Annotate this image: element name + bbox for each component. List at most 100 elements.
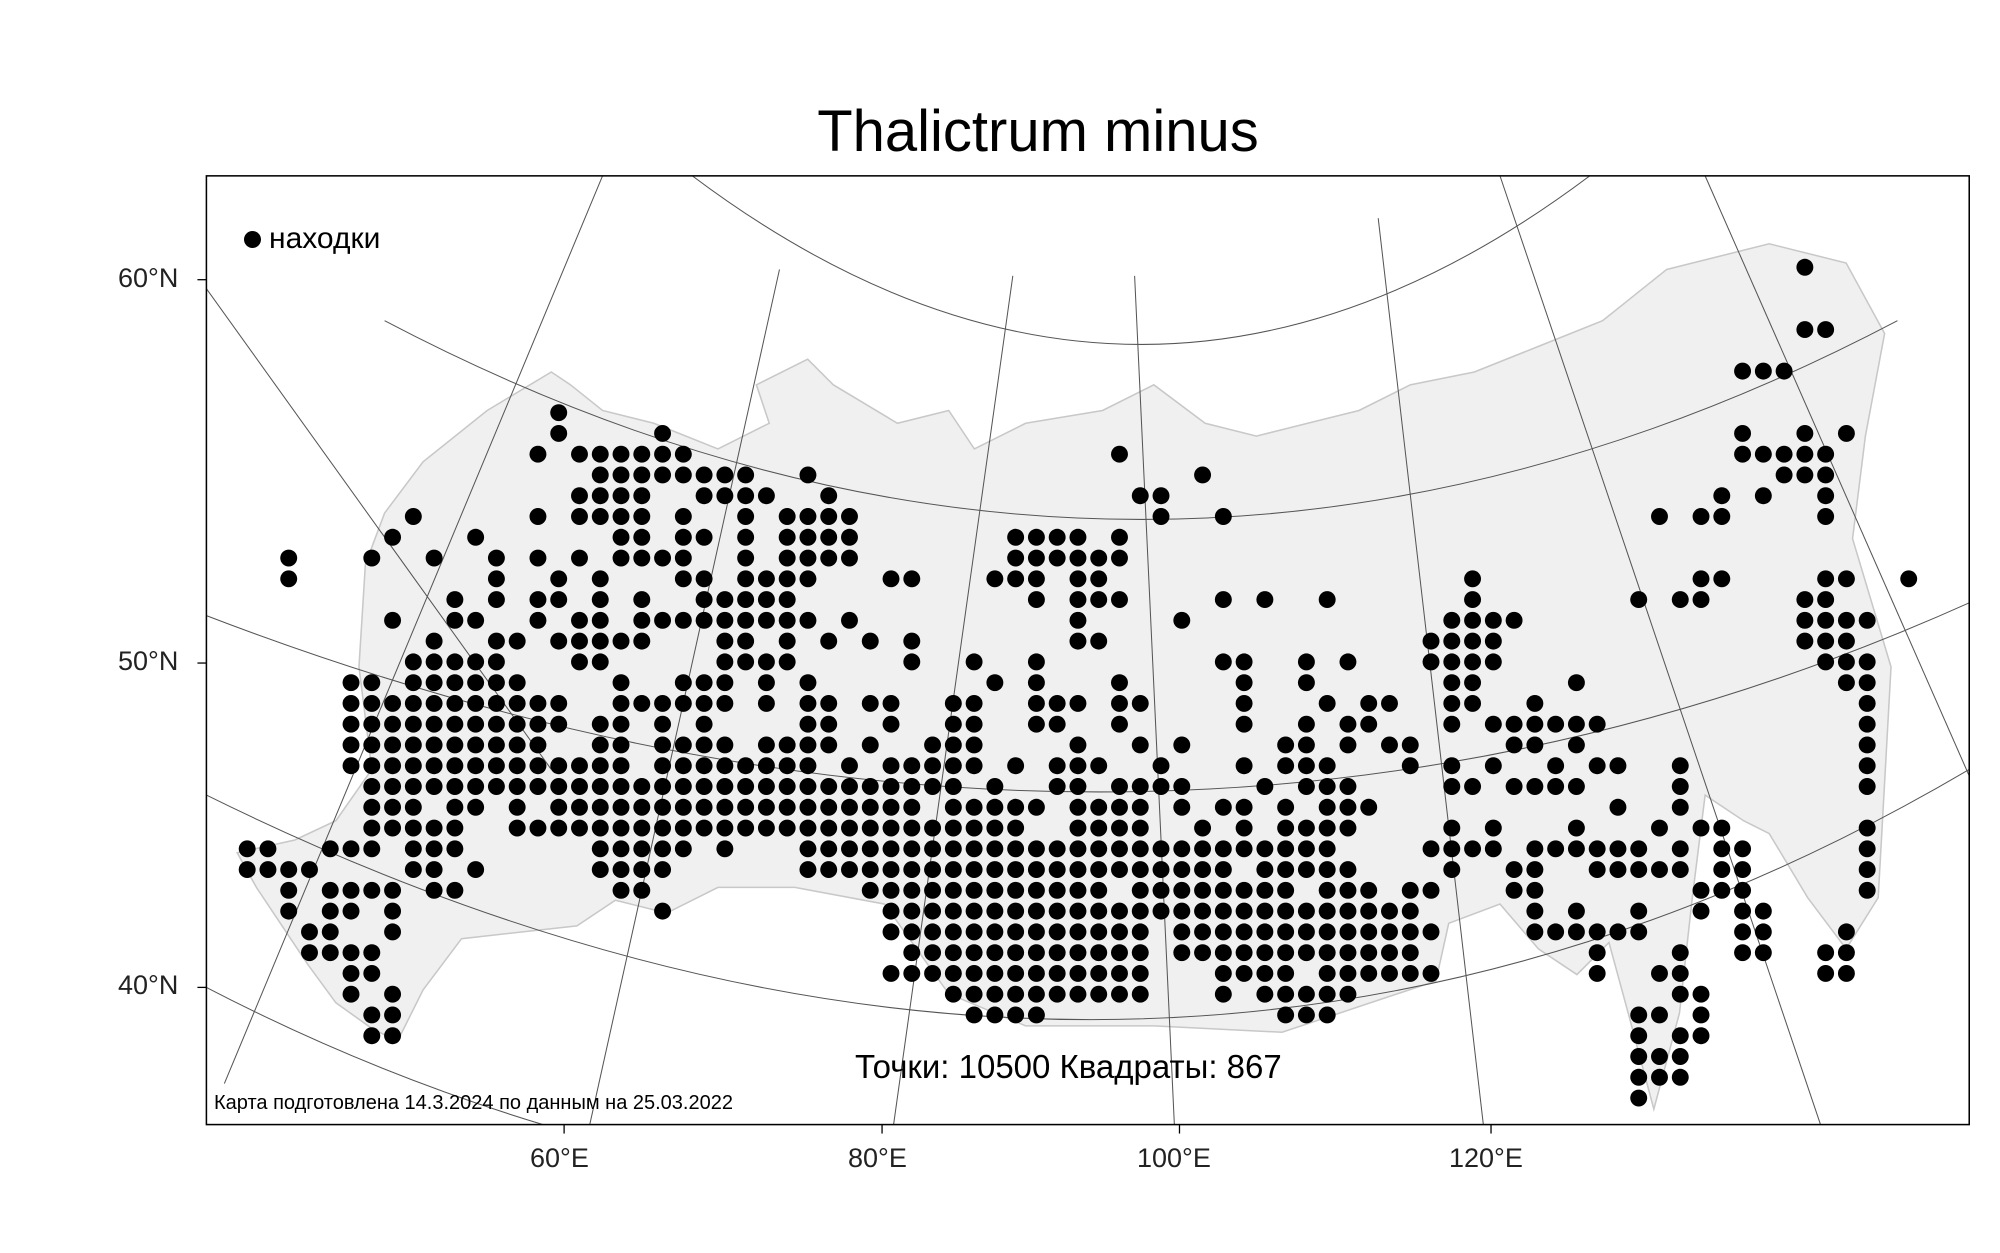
occurrence-dot [1194,881,1212,899]
occurrence-dot [1484,715,1502,733]
occurrence-dot [882,715,900,733]
occurrence-dot [550,404,568,422]
occurrence-dot [1713,881,1731,899]
occurrence-dot [1007,861,1025,879]
occurrence-dot [1547,923,1565,941]
occurrence-dot [654,715,672,733]
occurrence-dot [1401,902,1419,920]
occurrence-dot [1713,840,1731,858]
occurrence-dot [1007,528,1025,546]
occurrence-dot [1173,902,1191,920]
occurrence-dot [1131,944,1149,962]
occurrence-dot [1754,923,1772,941]
occurrence-dot [841,549,858,567]
occurrence-dot [487,778,505,795]
occurrence-dot [1235,674,1253,692]
occurrence-dot [799,861,817,879]
occurrence-dot [1277,881,1295,899]
occurrence-dot [1381,694,1398,712]
occurrence-dot [1671,840,1689,858]
occurrence-dot [757,653,775,671]
occurrence-dot [757,778,775,795]
occurrence-dot [591,611,609,629]
occurrence-dot [1339,653,1357,671]
occurrence-dot [591,466,609,484]
occurrence-dot [716,736,734,754]
occurrence-dot [363,778,381,795]
occurrence-dot [924,861,942,879]
occurrence-dot [1111,715,1128,733]
occurrence-dot [446,881,464,899]
occurrence-dot [1069,902,1087,920]
occurrence-dot [1027,549,1045,567]
occurrence-dot [1339,861,1357,879]
occurrence-dot [1547,778,1565,795]
occurrence-dot [1214,923,1232,941]
occurrence-dot [944,902,962,920]
occurrence-dot [1131,881,1149,899]
occurrence-dot [1069,570,1087,588]
occurrence-dot [633,881,651,899]
occurrence-dot [1152,487,1170,505]
occurrence-dot [384,819,402,837]
occurrence-dot [404,508,422,525]
occurrence-dot [1339,715,1357,733]
occurrence-dot [799,466,817,484]
occurrence-dot [633,632,651,650]
occurrence-dot [778,798,796,816]
occurrence-dot [1173,736,1191,754]
occurrence-dot [591,445,609,463]
occurrence-dot [861,736,879,754]
occurrence-dot [757,570,775,588]
occurrence-dot [1152,508,1170,525]
occurrence-dot [695,570,713,588]
occurrence-dot [1858,861,1876,879]
occurrence-dot [716,819,734,837]
occurrence-dot [1277,757,1295,775]
occurrence-dot [342,881,360,899]
occurrence-dot [924,944,942,962]
occurrence-dot [1339,798,1357,816]
occurrence-dot [1173,923,1191,941]
occurrence-dot [487,653,505,671]
occurrence-dot [529,694,547,712]
occurrence-dot [1360,715,1378,733]
occurrence-dot [633,487,651,505]
occurrence-dot [508,674,526,692]
occurrence-dot [591,591,609,609]
occurrence-dot [1318,840,1336,858]
occurrence-dot [882,778,900,795]
occurrence-dot [1111,549,1128,567]
occurrence-dot [903,881,921,899]
occurrence-dot [529,819,547,837]
occurrence-dot [841,528,858,546]
occurrence-dot [903,798,921,816]
occurrence-dot [1214,798,1232,816]
occurrence-dot [1443,674,1461,692]
occurrence-dot [1401,736,1419,754]
occurrence-dot [1318,985,1336,1003]
occurrence-dot [529,778,547,795]
occurrence-dot [820,508,838,525]
meridian-line [1377,218,1484,1125]
occurrence-dot [674,674,692,692]
occurrence-dot [446,715,464,733]
occurrence-dot [612,632,630,650]
occurrence-dot [633,694,651,712]
occurrence-dot [1817,964,1835,982]
occurrence-dot [1775,466,1793,484]
occurrence-dot [1297,819,1315,837]
occurrence-dot [1526,902,1544,920]
occurrence-dot [903,944,921,962]
occurrence-dot [674,757,692,775]
occurrence-dot [1505,881,1523,899]
occurrence-dot [550,591,568,609]
occurrence-dot [1484,653,1502,671]
occurrence-dot [446,757,464,775]
occurrence-dot [487,694,505,712]
occurrence-dot [342,985,360,1003]
lon-label-100: 100°E [1137,1143,1211,1173]
occurrence-dot [1651,819,1668,837]
occurrence-dot [1027,944,1045,962]
occurrence-dot [342,694,360,712]
